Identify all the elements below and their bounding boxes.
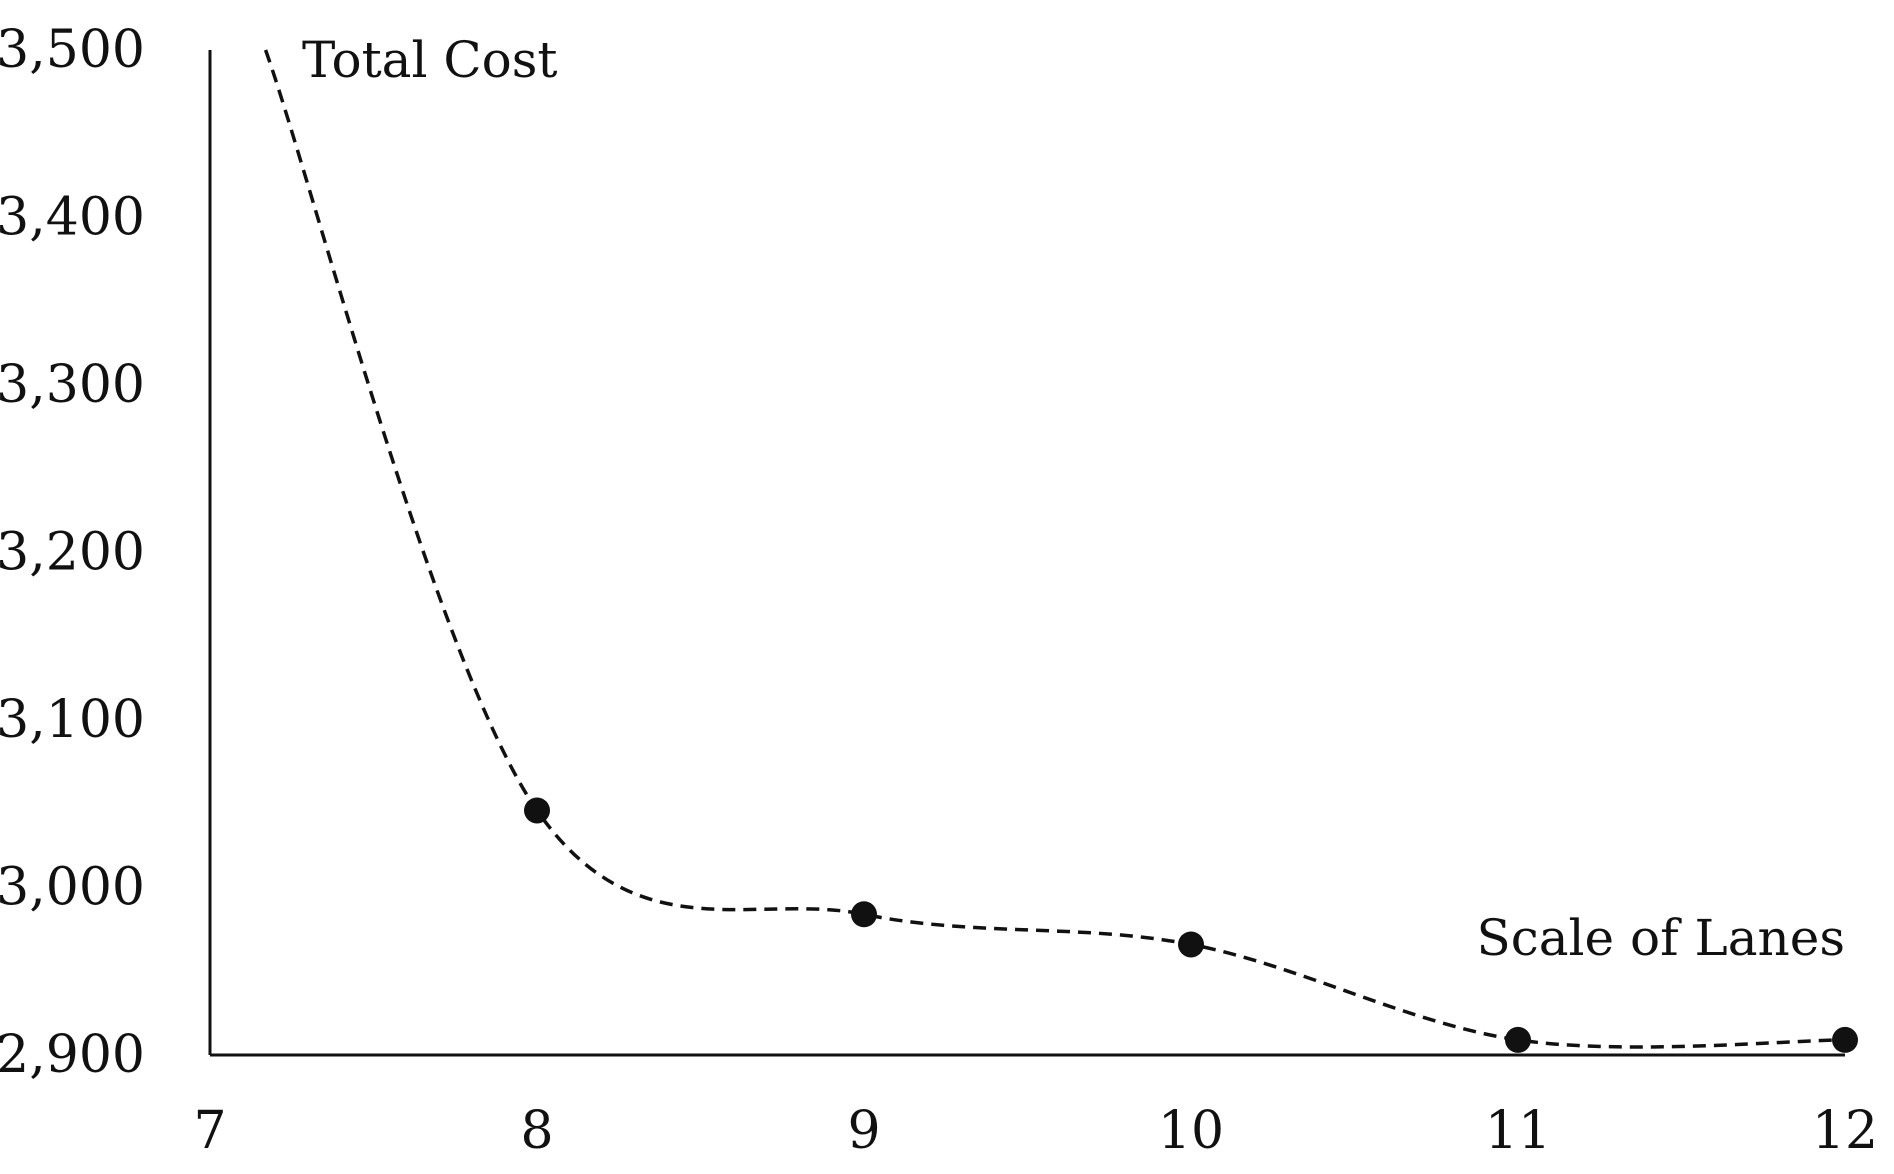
y-tick-label: 3,000 xyxy=(0,858,145,918)
y-tick-label: 3,300 xyxy=(0,355,145,415)
x-tick-label: 10 xyxy=(1158,1101,1224,1161)
y-tick-label: 2,900 xyxy=(0,1025,145,1085)
data-point xyxy=(1505,1026,1531,1053)
data-point xyxy=(524,797,550,824)
x-tick-label: 8 xyxy=(520,1101,553,1161)
data-point xyxy=(851,901,877,928)
y-tick-label: 3,400 xyxy=(0,188,145,248)
x-tick-label: 7 xyxy=(193,1101,226,1161)
y-tick-label: 3,500 xyxy=(0,20,145,80)
x-tick-label: 12 xyxy=(1812,1101,1878,1161)
plot-area xyxy=(208,49,1858,1057)
x-tick-labels: 7 8 9 10 11 12 xyxy=(193,1101,1878,1161)
x-tick-label: 9 xyxy=(847,1101,880,1161)
data-point xyxy=(1178,931,1204,958)
y-axis-title: Total Cost xyxy=(302,31,557,89)
y-tick-label: 3,100 xyxy=(0,690,145,750)
y-tick-labels: 2,900 3,000 3,100 3,200 3,300 3,400 3,500 xyxy=(0,20,145,1085)
data-point xyxy=(1832,1026,1858,1053)
x-axis-title: Scale of Lanes xyxy=(1476,909,1845,967)
y-tick-label: 3,200 xyxy=(0,523,145,583)
data-points xyxy=(524,797,1858,1053)
series-line xyxy=(263,49,1846,1049)
x-tick-label: 11 xyxy=(1485,1101,1551,1161)
